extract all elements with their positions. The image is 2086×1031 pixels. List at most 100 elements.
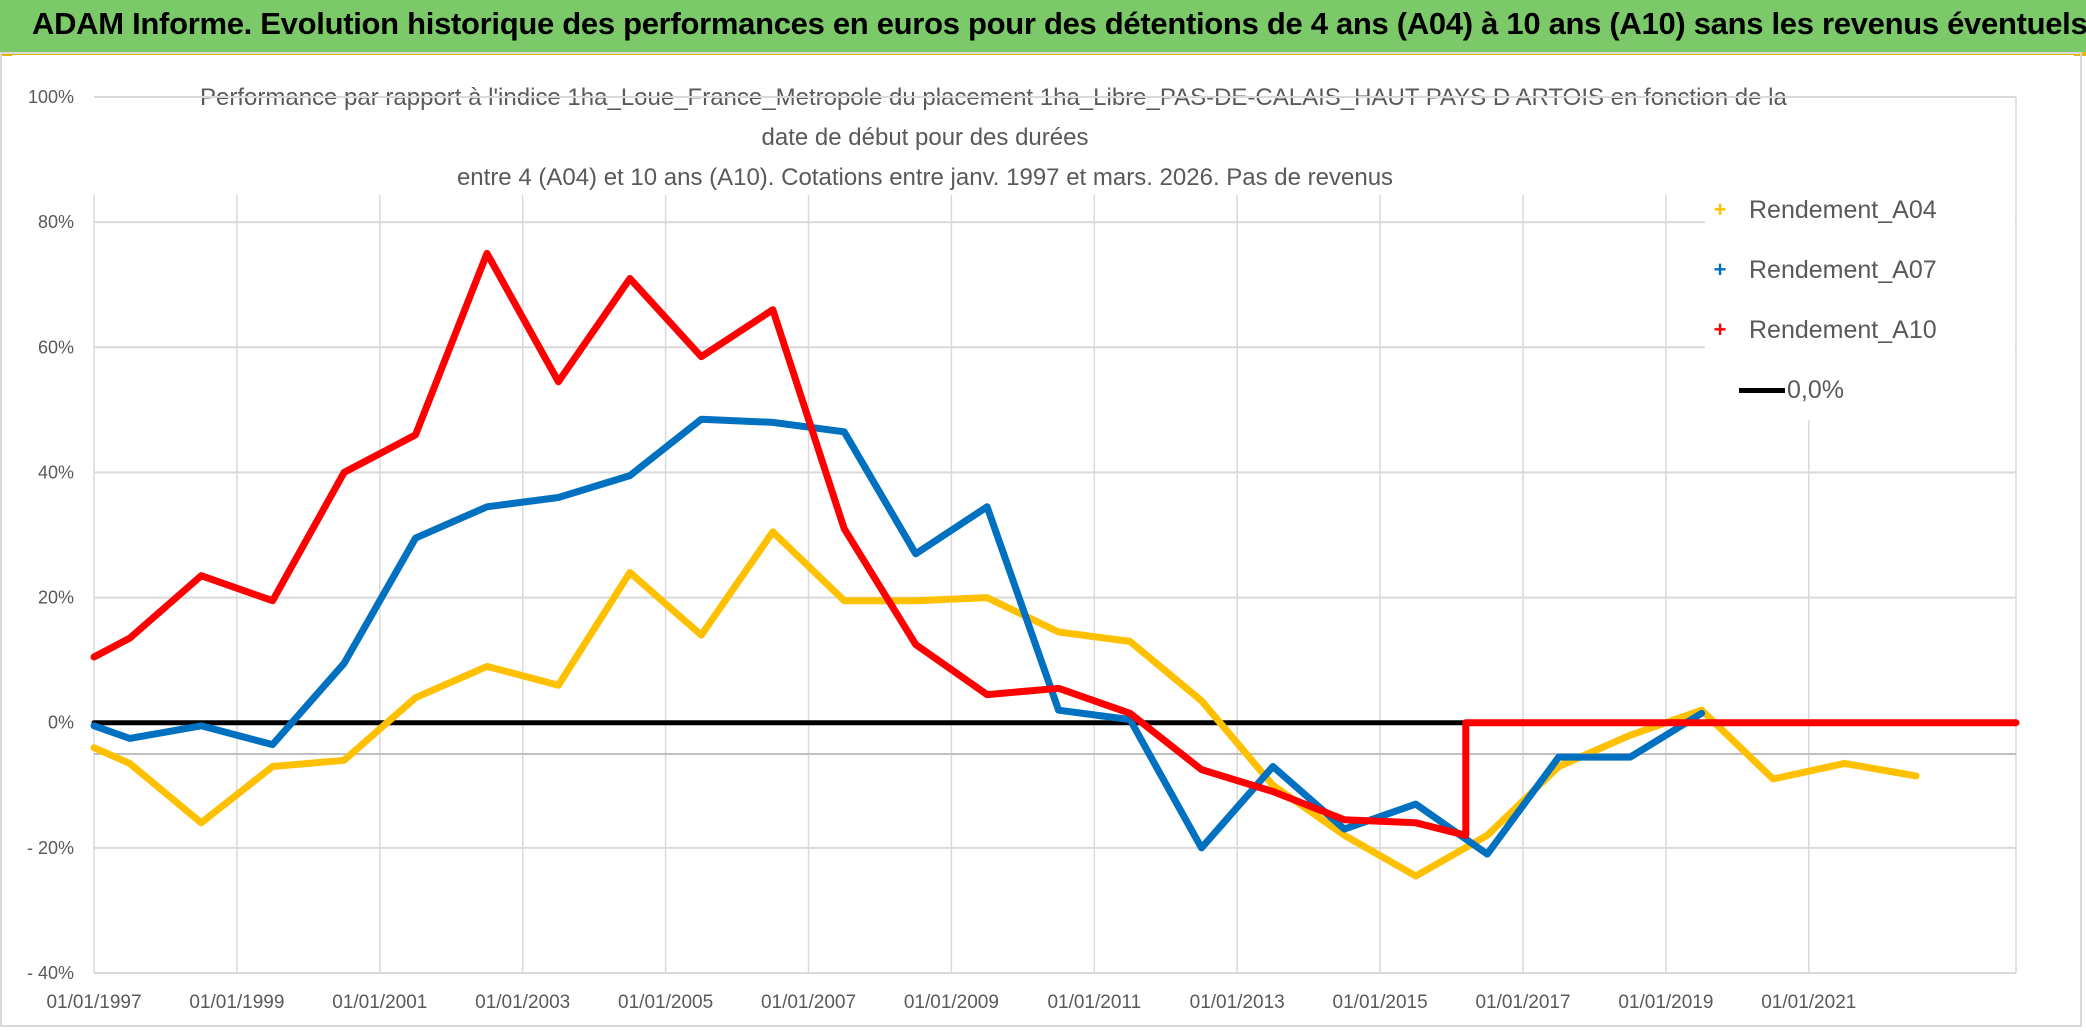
data-point (555, 495, 561, 500)
x-tick-label: 01/01/2011 (1047, 992, 1141, 1013)
legend-line-swatch (1739, 387, 1785, 393)
data-point (627, 570, 633, 575)
data-point (1463, 832, 1469, 838)
data-point (1270, 764, 1276, 769)
legend-item-a10: + Rendement_A10 (1705, 310, 1937, 350)
legend-item-zero: 0,0% (1739, 370, 1844, 410)
plus-marker-icon: + (1713, 257, 1727, 282)
data-point (627, 276, 633, 281)
data-point (913, 598, 919, 604)
data-point (1056, 629, 1062, 635)
data-point (1413, 801, 1419, 807)
data-point (913, 642, 919, 647)
chart-title-line-3: entre 4 (A04) et 10 ans (A10). Cotations… (456, 164, 1394, 191)
legend-label-a07: Rendement_A07 (1749, 255, 1937, 284)
x-tick-label: 01/01/2021 (1761, 992, 1856, 1013)
data-point (198, 723, 204, 729)
data-point (770, 529, 776, 535)
data-point (1556, 764, 1562, 769)
data-point (1270, 782, 1276, 788)
y-tick-label: 40% (38, 462, 74, 482)
corner-accent-left (0, 52, 12, 56)
data-point (1770, 776, 1776, 782)
x-tick-label: 01/01/2005 (618, 992, 713, 1013)
data-point (841, 598, 847, 604)
data-point (1627, 754, 1633, 760)
data-point (1913, 773, 1919, 779)
data-point (1556, 754, 1562, 760)
data-point (127, 760, 133, 766)
legend-label-a10: Rendement_A10 (1749, 315, 1937, 344)
data-point (841, 526, 847, 532)
data-point (770, 307, 776, 313)
y-tick-label: 0% (48, 713, 74, 733)
y-tick-label: - 40% (27, 963, 74, 983)
data-point (698, 632, 704, 638)
data-point (270, 764, 276, 769)
x-tick-label: 01/01/2007 (761, 992, 856, 1013)
data-point (1413, 873, 1419, 879)
data-point (91, 723, 97, 729)
x-tick-label: 01/01/2013 (1190, 992, 1285, 1013)
data-point (555, 379, 561, 385)
data-point (984, 692, 990, 698)
data-point (1199, 845, 1204, 851)
data-point (698, 354, 704, 360)
series-line-rendementa07 (90, 415, 1706, 858)
data-point (1056, 685, 1062, 691)
data-point (770, 419, 776, 425)
chart-title-line-2: date de début pour des durées (761, 124, 1089, 151)
data-point (1056, 707, 1062, 713)
data-point (484, 663, 490, 669)
data-point (627, 473, 633, 479)
header-title: ADAM Informe. Evolution historique des p… (32, 6, 2086, 41)
data-point (1484, 851, 1490, 857)
data-point (984, 595, 990, 601)
plus-marker-icon: + (1713, 317, 1727, 342)
data-point (1270, 789, 1276, 794)
data-point (1463, 720, 1469, 726)
data-point (341, 469, 347, 475)
header-banner: ADAM Informe. Evolution historique des p… (0, 0, 2086, 55)
legend-item-a04: + Rendement_A04 (1705, 190, 1937, 230)
data-point (198, 573, 204, 579)
data-point (1127, 710, 1133, 716)
data-point (1484, 832, 1490, 838)
x-tick-label: 01/01/1999 (189, 992, 284, 1013)
data-point (127, 735, 133, 741)
x-tick-label: 01/01/1997 (46, 992, 141, 1013)
data-point (1699, 710, 1705, 716)
x-tick-label: 01/01/2003 (475, 992, 570, 1013)
data-point (484, 250, 490, 256)
data-point (841, 429, 847, 435)
data-point (91, 654, 97, 660)
legend-label-zero: 0,0% (1787, 375, 1844, 404)
x-tick-label: 01/01/2009 (904, 992, 999, 1013)
x-tick-label: 01/01/2001 (332, 992, 427, 1013)
y-tick-label: 100% (28, 87, 74, 107)
y-tick-label: 60% (38, 337, 74, 357)
data-point (1413, 820, 1419, 826)
chart-frame (0, 52, 2082, 1027)
data-point (1341, 832, 1347, 838)
data-point (1199, 698, 1204, 704)
series-line-rendementa04 (90, 528, 1920, 880)
data-point (1842, 760, 1847, 766)
data-point (91, 745, 97, 751)
data-point (984, 504, 990, 510)
data-point (1127, 638, 1133, 644)
data-point (1341, 826, 1347, 832)
y-tick-label: 20% (38, 588, 74, 608)
legend: + Rendement_A04 + Rendement_A07 + Rendem… (1705, 180, 2015, 420)
plus-marker-icon: + (1713, 197, 1727, 222)
y-tick-label: - 20% (27, 838, 74, 858)
data-point (413, 432, 418, 438)
data-point (555, 682, 561, 688)
data-point (1199, 767, 1204, 773)
legend-item-a07: + Rendement_A07 (1705, 250, 1937, 290)
legend-label-a04: Rendement_A04 (1749, 195, 1937, 224)
data-point (1341, 817, 1347, 823)
data-point (1627, 732, 1633, 738)
data-point (413, 695, 418, 701)
